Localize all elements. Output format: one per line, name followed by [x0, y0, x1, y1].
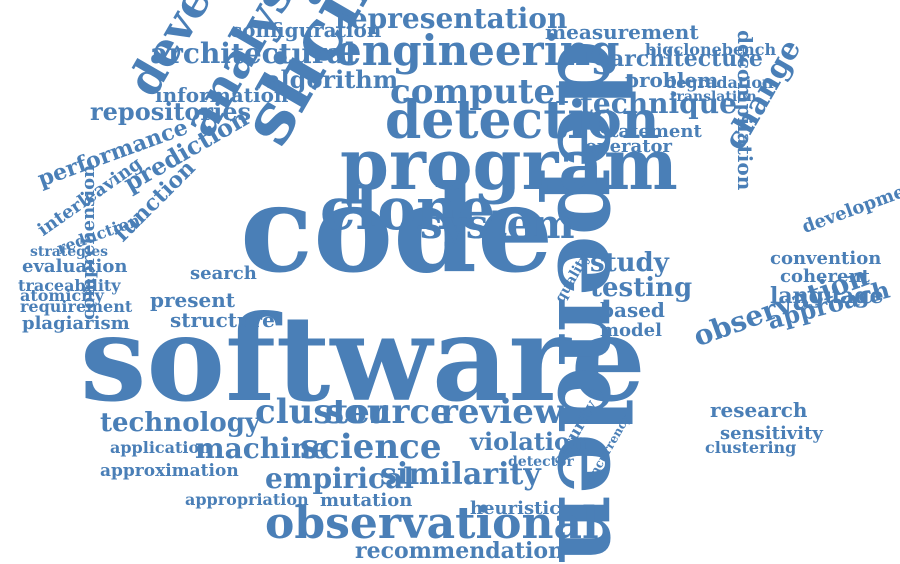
word-similarity: similarity	[380, 457, 541, 492]
word-engineering: engineering	[335, 26, 620, 75]
word-coherent: coherent	[780, 266, 870, 287]
word-architectural: architectural	[150, 37, 356, 70]
word-degradation: degradation	[665, 73, 774, 92]
word-heuristic: heuristic	[470, 498, 561, 519]
word-computer: computer	[390, 72, 574, 112]
word-algorithm: algorithm	[265, 65, 399, 94]
word-translation: translation	[670, 89, 757, 105]
word-study: study	[590, 248, 669, 278]
word-observational: observational	[265, 498, 599, 549]
word-technique: technique	[580, 87, 737, 120]
word-present: present	[150, 288, 236, 312]
word-testing: testing	[590, 273, 693, 303]
word-model: model	[600, 320, 662, 341]
word-mutation: mutation	[320, 490, 413, 511]
word-science: science	[300, 427, 442, 467]
word-convention: convention	[770, 248, 882, 269]
word-configuration: configuration	[230, 18, 382, 42]
word-problem: problem	[625, 68, 719, 92]
word-representation: representation	[335, 2, 568, 35]
word-architecture: architecture	[610, 46, 763, 72]
word-violation: violation	[470, 427, 588, 456]
word-machine: machine	[195, 432, 329, 465]
word-measurement: measurement	[545, 20, 699, 44]
word-review: review	[440, 392, 564, 432]
word-software: software	[80, 289, 646, 428]
word-program: program	[340, 123, 678, 206]
word-plagiarism: plagiarism	[22, 313, 130, 334]
word-application: application	[110, 438, 211, 457]
word-recommendation: recommendation	[355, 538, 565, 564]
word-clone: clone	[320, 175, 496, 243]
word-repositories: repositories	[90, 97, 251, 126]
word-detector: detector	[508, 454, 574, 470]
word-technology: technology	[100, 408, 261, 438]
word-traceability: traceability	[18, 276, 121, 295]
word-search: search	[190, 263, 257, 284]
word-development: development	[799, 173, 900, 238]
word-cluster: cluster	[255, 392, 388, 432]
word-statement: statement	[600, 121, 702, 142]
word-strategies: strategies	[30, 244, 109, 260]
word-clustering: clustering	[705, 438, 797, 457]
word-bigclonebench: bigclonebench	[645, 40, 777, 59]
word-empirical: empirical	[265, 462, 414, 495]
word-atomicity: atomicity	[20, 286, 104, 305]
word-approximation: approximation	[100, 461, 239, 481]
word-appropriation: appropriation	[185, 490, 309, 509]
word-sensitivity: sensitivity	[720, 423, 823, 444]
word-based: based	[600, 298, 665, 322]
word-code: code	[240, 159, 554, 300]
word-evaluation: evaluation	[22, 256, 128, 277]
word-information: information	[155, 83, 289, 107]
word-structure: structure	[170, 308, 275, 332]
word-operator: operator	[585, 136, 672, 157]
word-source: source	[325, 392, 452, 432]
word-detection: detection	[385, 90, 660, 151]
word-language: language	[770, 283, 884, 309]
word-requirement: requirement	[20, 297, 133, 316]
word-system: system	[420, 201, 575, 248]
word-research: research	[710, 398, 808, 422]
